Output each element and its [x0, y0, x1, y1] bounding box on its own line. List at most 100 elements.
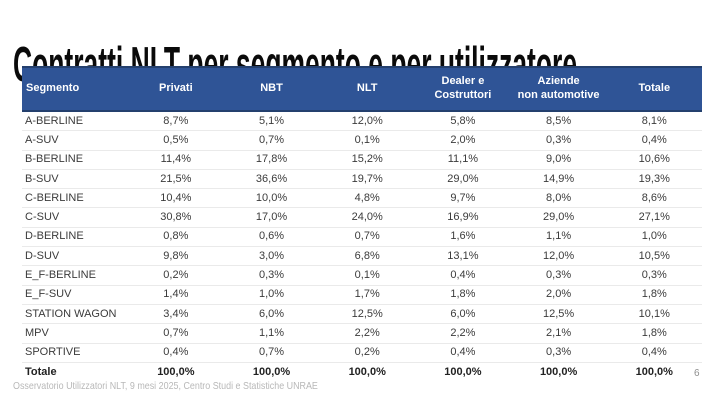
segment-cell: E_F-BERLINE [22, 265, 128, 286]
value-cell-dealer: 11,1% [415, 150, 511, 170]
value-cell-nbt: 17,8% [223, 150, 320, 170]
table-row: A-BERLINE 8,7% 5,1% 12,0% 5,8% 8,5% 8,1% [22, 111, 703, 132]
value-cell-nlt: 15,2% [319, 150, 416, 170]
value-cell-aziende: 12,0% [510, 246, 607, 267]
value-cell-privati: 21,5% [128, 169, 224, 190]
value-cell-aziende: 0,3% [510, 130, 607, 151]
segment-cell: D-BERLINE [22, 227, 128, 248]
table-header-row: Segmento Privati NBT NLT Dealer e Costru… [22, 66, 703, 112]
value-cell-dealer: 2,0% [415, 130, 511, 151]
total-label-cell: Totale [22, 361, 128, 382]
table-total-row: Totale 100,0% 100,0% 100,0% 100,0% 100,0… [22, 361, 703, 382]
value-cell-totale: 10,6% [606, 150, 703, 170]
value-cell-aziende: 14,9% [510, 169, 607, 190]
column-header-nlt: NLT [319, 66, 416, 112]
table-row: E_F-SUV 1,4% 1,0% 1,7% 1,8% 2,0% 1,8% [22, 285, 703, 305]
value-cell-totale: 0,3% [606, 265, 703, 286]
value-cell-nbt: 0,7% [223, 130, 320, 151]
value-cell-nbt: 36,6% [223, 169, 320, 190]
total-value-nlt: 100,0% [319, 361, 416, 382]
column-header-dealer-costruttori: Dealer e Costruttori [415, 66, 511, 112]
total-value-privati: 100,0% [128, 361, 224, 382]
value-cell-privati: 0,8% [128, 227, 224, 248]
segment-cell: D-SUV [22, 246, 128, 267]
value-cell-totale: 0,4% [606, 130, 703, 151]
value-cell-nbt: 17,0% [223, 207, 320, 228]
value-cell-aziende: 0,3% [510, 265, 607, 286]
value-cell-dealer: 1,6% [415, 227, 511, 248]
value-cell-nbt: 5,1% [223, 111, 320, 132]
value-cell-nlt: 6,8% [319, 246, 416, 267]
value-cell-nlt: 0,2% [319, 343, 416, 363]
value-cell-dealer: 6,0% [415, 304, 511, 325]
value-cell-privati: 1,4% [128, 285, 224, 305]
value-cell-nlt: 4,8% [319, 188, 416, 209]
value-cell-aziende: 2,0% [510, 285, 607, 305]
column-header-nbt: NBT [223, 66, 320, 112]
value-cell-totale: 1,8% [606, 323, 703, 344]
value-cell-nlt: 2,2% [319, 323, 416, 344]
value-cell-dealer: 9,7% [415, 188, 511, 209]
table-row: E_F-BERLINE 0,2% 0,3% 0,1% 0,4% 0,3% 0,3… [22, 265, 703, 286]
value-cell-privati: 0,5% [128, 130, 224, 151]
column-header-privati: Privati [128, 66, 224, 112]
table-row: STATION WAGON 3,4% 6,0% 12,5% 6,0% 12,5%… [22, 304, 703, 325]
value-cell-nlt: 1,7% [319, 285, 416, 305]
value-cell-dealer: 2,2% [415, 323, 511, 344]
value-cell-privati: 0,2% [128, 265, 224, 286]
value-cell-aziende: 8,5% [510, 111, 607, 132]
value-cell-aziende: 8,0% [510, 188, 607, 209]
table-row: MPV 0,7% 1,1% 2,2% 2,2% 2,1% 1,8% [22, 323, 703, 344]
value-cell-totale: 8,1% [606, 111, 703, 132]
total-value-dealer: 100,0% [415, 361, 511, 382]
value-cell-totale: 1,0% [606, 227, 703, 248]
table-row: B-BERLINE 11,4% 17,8% 15,2% 11,1% 9,0% 1… [22, 150, 703, 170]
segment-cell: MPV [22, 323, 128, 344]
value-cell-nbt: 1,0% [223, 285, 320, 305]
value-cell-dealer: 29,0% [415, 169, 511, 190]
value-cell-dealer: 1,8% [415, 285, 511, 305]
table-row: D-SUV 9,8% 3,0% 6,8% 13,1% 12,0% 10,5% [22, 246, 703, 267]
value-cell-nbt: 0,6% [223, 227, 320, 248]
value-cell-totale: 8,6% [606, 188, 703, 209]
segment-cell: STATION WAGON [22, 304, 128, 325]
segment-cell: C-BERLINE [22, 188, 128, 209]
value-cell-nlt: 19,7% [319, 169, 416, 190]
value-cell-aziende: 9,0% [510, 150, 607, 170]
value-cell-dealer: 5,8% [415, 111, 511, 132]
segment-cell: C-SUV [22, 207, 128, 228]
column-header-aziende-non-automotive: Aziende non automotive [510, 66, 607, 112]
segment-cell: SPORTIVE [22, 343, 128, 363]
value-cell-privati: 0,7% [128, 323, 224, 344]
table-row: SPORTIVE 0,4% 0,7% 0,2% 0,4% 0,3% 0,4% [22, 343, 703, 363]
value-cell-totale: 19,3% [606, 169, 703, 190]
value-cell-aziende: 2,1% [510, 323, 607, 344]
value-cell-nbt: 10,0% [223, 188, 320, 209]
value-cell-totale: 1,8% [606, 285, 703, 305]
value-cell-nbt: 3,0% [223, 246, 320, 267]
table-row: C-BERLINE 10,4% 10,0% 4,8% 9,7% 8,0% 8,6… [22, 188, 703, 209]
segment-cell: E_F-SUV [22, 285, 128, 305]
value-cell-privati: 10,4% [128, 188, 224, 209]
value-cell-aziende: 29,0% [510, 207, 607, 228]
table-row: B-SUV 21,5% 36,6% 19,7% 29,0% 14,9% 19,3… [22, 169, 703, 190]
value-cell-privati: 0,4% [128, 343, 224, 363]
table-row: C-SUV 30,8% 17,0% 24,0% 16,9% 29,0% 27,1… [22, 207, 703, 228]
value-cell-nlt: 12,0% [319, 111, 416, 132]
value-cell-privati: 11,4% [128, 150, 224, 170]
value-cell-nbt: 6,0% [223, 304, 320, 325]
total-value-aziende: 100,0% [510, 361, 607, 382]
value-cell-nlt: 0,7% [319, 227, 416, 248]
total-value-nbt: 100,0% [223, 361, 320, 382]
value-cell-nlt: 0,1% [319, 265, 416, 286]
value-cell-totale: 10,5% [606, 246, 703, 267]
total-value-totale: 100,0% [606, 361, 703, 382]
value-cell-dealer: 0,4% [415, 343, 511, 363]
value-cell-privati: 30,8% [128, 207, 224, 228]
value-cell-aziende: 12,5% [510, 304, 607, 325]
value-cell-aziende: 1,1% [510, 227, 607, 248]
segment-cell: A-BERLINE [22, 111, 128, 132]
value-cell-nbt: 1,1% [223, 323, 320, 344]
value-cell-nbt: 0,3% [223, 265, 320, 286]
column-header-segmento: Segmento [22, 66, 128, 112]
